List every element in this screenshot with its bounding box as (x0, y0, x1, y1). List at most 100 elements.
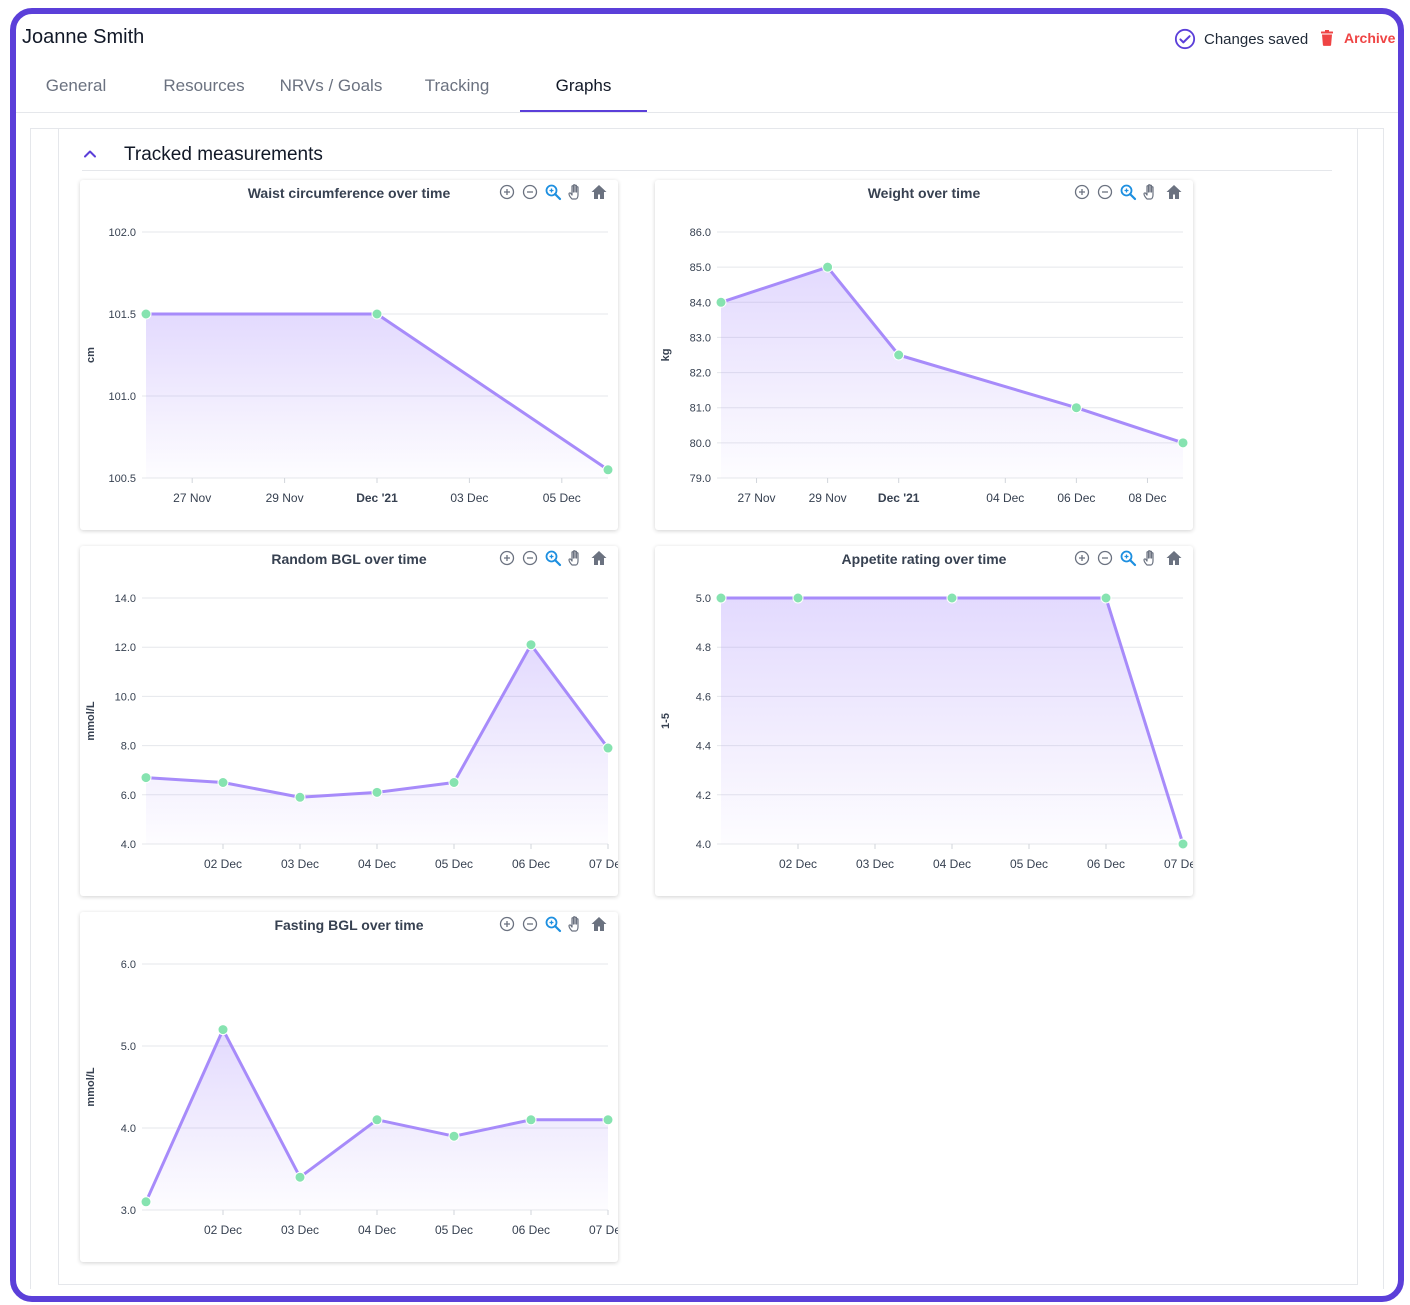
data-point[interactable] (525, 639, 537, 651)
y-tick-label: 4.8 (696, 642, 711, 654)
data-point[interactable] (893, 349, 905, 361)
y-axis-label: kg (660, 349, 672, 362)
x-tick-label: 06 Dec (512, 1223, 550, 1237)
y-tick-label: 79.0 (690, 473, 711, 485)
tab-nrvs-goals[interactable]: NRVs / Goals (279, 76, 383, 95)
pan-hand-icon[interactable] (567, 549, 585, 567)
data-point[interactable] (1177, 838, 1189, 850)
save-status-text: Changes saved (1204, 30, 1309, 48)
data-point[interactable] (1100, 592, 1112, 604)
data-point[interactable] (602, 464, 614, 476)
chart-title: Waist circumference over time (247, 185, 451, 201)
zoom-out-icon[interactable] (521, 183, 539, 201)
x-tick-label: 04 Dec (358, 1223, 396, 1237)
y-tick-label: 83.0 (690, 332, 711, 344)
data-point[interactable] (140, 1196, 152, 1208)
tab-bar: General Resources NRVs / Goals Tracking … (16, 66, 1398, 113)
zoom-out-icon[interactable] (1096, 183, 1114, 201)
tab-general[interactable]: General (45, 76, 107, 95)
x-tick-label: 27 Nov (173, 491, 211, 505)
data-point[interactable] (217, 777, 229, 788)
y-tick-label: 102.0 (108, 227, 136, 239)
chart-title: Fasting BGL over time (274, 917, 424, 933)
tab-tracking[interactable]: Tracking (424, 76, 490, 95)
pan-hand-icon[interactable] (1142, 549, 1160, 567)
series-area (146, 314, 608, 478)
zoom-select-icon[interactable] (544, 549, 562, 567)
section-header: Tracked measurements (82, 140, 1332, 171)
data-point[interactable] (946, 592, 958, 604)
y-tick-label: 6.0 (121, 790, 136, 802)
y-tick-label: 81.0 (690, 403, 711, 415)
data-point[interactable] (715, 592, 727, 604)
data-point[interactable] (140, 308, 152, 320)
data-point[interactable] (294, 1171, 306, 1183)
x-tick-label: 03 Dec (281, 857, 319, 871)
x-tick-label: 29 Nov (809, 491, 847, 505)
zoom-out-icon[interactable] (521, 915, 539, 933)
pan-hand-icon[interactable] (1142, 183, 1160, 201)
waist-circumference-chart: 100.5 101.0 101.5 102.0 27 Nov 29 Nov Dec '21 0… (85, 227, 614, 505)
reset-home-icon[interactable] (1165, 549, 1183, 567)
random-bgl-chart: 4.0 6.0 8.0 10.0 12.0 14.0 02 Dec 03 Dec 04 Dec 0… (85, 593, 618, 871)
x-tick-label: 04 Dec (358, 857, 396, 871)
chart-toolbar (498, 549, 608, 567)
zoom-select-icon[interactable] (544, 183, 562, 201)
x-tick-label: 02 Dec (779, 857, 817, 871)
zoom-select-icon[interactable] (1119, 183, 1137, 201)
data-point[interactable] (217, 1024, 229, 1036)
y-tick-label: 5.0 (696, 593, 711, 605)
section-panel (58, 128, 1358, 1285)
y-tick-label: 4.6 (696, 691, 711, 703)
data-point[interactable] (294, 791, 306, 803)
tab-resources[interactable]: Resources (163, 76, 245, 95)
chart-title: Weight over time (867, 185, 981, 201)
x-tick-label: 27 Nov (738, 491, 776, 505)
zoom-out-icon[interactable] (1096, 549, 1114, 567)
check-circle-icon (1174, 28, 1196, 50)
y-tick-label: 5.0 (121, 1041, 136, 1053)
series-area (721, 598, 1183, 844)
y-tick-label: 101.0 (108, 391, 136, 403)
data-point[interactable] (525, 1114, 537, 1126)
data-point[interactable] (1070, 402, 1082, 414)
data-point[interactable] (822, 261, 834, 273)
y-tick-label: 82.0 (690, 368, 711, 380)
data-point[interactable] (448, 777, 460, 788)
chevron-up-icon[interactable] (82, 146, 98, 162)
x-tick-label: 03 Dec (856, 857, 894, 871)
data-point[interactable] (602, 742, 614, 754)
y-tick-label: 4.0 (121, 839, 136, 851)
zoom-in-icon[interactable] (1073, 183, 1091, 201)
pan-hand-icon[interactable] (567, 915, 585, 933)
zoom-out-icon[interactable] (521, 549, 539, 567)
data-point[interactable] (602, 1114, 614, 1126)
reset-home-icon[interactable] (590, 549, 608, 567)
data-point[interactable] (792, 592, 804, 604)
reset-home-icon[interactable] (590, 915, 608, 933)
data-point[interactable] (448, 1130, 460, 1142)
x-tick-label: 06 Dec (512, 857, 550, 871)
archive-button[interactable]: Archive (1320, 30, 1395, 46)
data-point[interactable] (140, 772, 152, 784)
zoom-in-icon[interactable] (498, 183, 516, 201)
reset-home-icon[interactable] (590, 183, 608, 201)
zoom-in-icon[interactable] (1073, 549, 1091, 567)
data-point[interactable] (371, 308, 383, 320)
zoom-in-icon[interactable] (498, 915, 516, 933)
trash-icon (1321, 30, 1333, 46)
data-point[interactable] (715, 296, 727, 308)
zoom-select-icon[interactable] (1119, 549, 1137, 567)
zoom-select-icon[interactable] (544, 915, 562, 933)
x-tick-label: 05 Dec (543, 491, 581, 505)
data-point[interactable] (1177, 437, 1189, 449)
zoom-in-icon[interactable] (498, 549, 516, 567)
tab-graphs[interactable]: Graphs (520, 66, 647, 112)
pan-hand-icon[interactable] (567, 183, 585, 201)
y-axis-label: mmol/L (85, 1067, 97, 1106)
data-point[interactable] (371, 786, 383, 798)
y-tick-label: 4.0 (696, 839, 711, 851)
y-tick-label: 3.0 (121, 1205, 136, 1217)
reset-home-icon[interactable] (1165, 183, 1183, 201)
data-point[interactable] (371, 1114, 383, 1126)
